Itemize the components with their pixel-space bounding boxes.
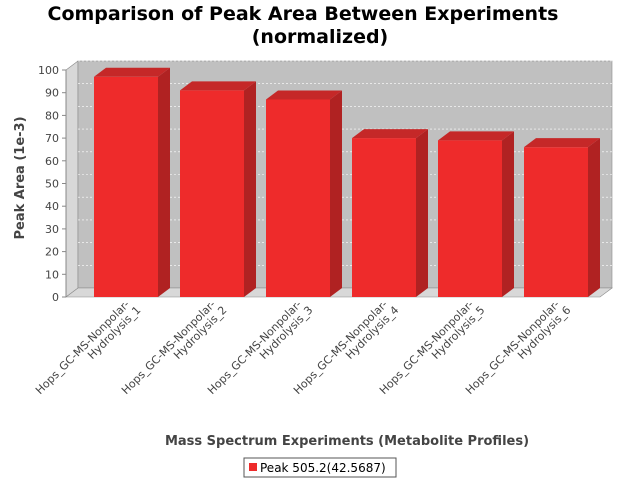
bar [94, 67, 170, 297]
y-tick-label: 100 [38, 64, 59, 77]
y-tick-label: 60 [45, 155, 59, 168]
bar-front [266, 99, 330, 297]
bar-side [588, 138, 600, 297]
bar [438, 131, 514, 297]
bar [352, 129, 428, 297]
bar-top [438, 131, 514, 141]
bar-front [180, 90, 244, 298]
x-axis-tick-labels: Hops_GC-MS-Nonpolar-Hydrolysis_1Hops_GC-… [33, 298, 573, 397]
bar-front [94, 76, 158, 297]
bar [524, 138, 600, 297]
chart-title-line1: Comparison of Peak Area Between Experime… [48, 3, 559, 25]
bar-front [438, 140, 502, 297]
bar-top [94, 67, 170, 77]
bar [266, 90, 342, 297]
y-tick-label: 20 [45, 246, 59, 259]
bar-front [352, 138, 416, 297]
y-tick-label: 40 [45, 200, 59, 213]
y-axis-label: Peak Area (1e-3) [13, 116, 28, 239]
y-tick-label: 70 [45, 132, 59, 145]
bar-top [352, 129, 428, 139]
bar-side [416, 129, 428, 297]
x-axis-label: Mass Spectrum Experiments (Metabolite Pr… [165, 434, 529, 449]
chart-title-line2: (normalized) [252, 26, 389, 48]
legend-box [243, 457, 397, 478]
bar [180, 81, 256, 298]
bar-side [244, 81, 256, 298]
bar-side [502, 131, 514, 297]
bar-top [180, 81, 256, 91]
legend: Peak 505.2(42.5687) [243, 457, 397, 478]
y-tick-label: 10 [45, 268, 59, 281]
bar-side [330, 90, 342, 297]
y-tick-label: 30 [45, 223, 59, 236]
bar-series [94, 67, 600, 298]
bar-side [158, 67, 170, 297]
legend-swatch [249, 463, 257, 471]
bar-front [524, 147, 588, 297]
y-axis: 0 10 20 30 40 50 60 70 80 90 100 [38, 64, 67, 304]
bar-top [524, 138, 600, 148]
y-tick-label: 80 [45, 109, 59, 122]
left-wall [65, 60, 79, 298]
legend-entry: Peak 505.2(42.5687) [260, 461, 386, 475]
y-tick-label: 50 [45, 178, 59, 191]
y-tick-label: 0 [52, 291, 59, 304]
y-tick-label: 90 [45, 87, 59, 100]
bar-top [266, 90, 342, 100]
